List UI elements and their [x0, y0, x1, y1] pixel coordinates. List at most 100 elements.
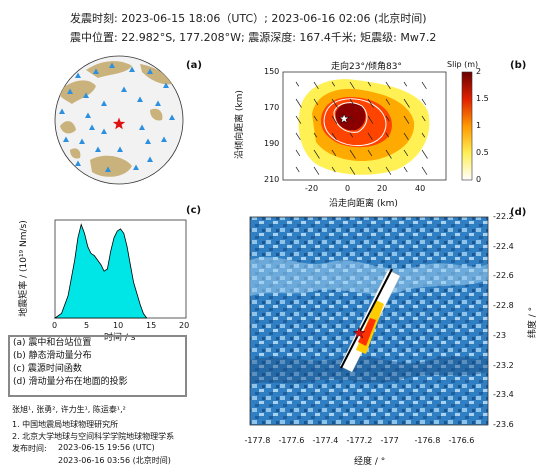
- stf-area: [53, 223, 148, 319]
- legend-item: (b) 静态滑动量分布: [13, 351, 92, 361]
- slip-title: 走向23°/倾角83°: [331, 62, 402, 72]
- slip-vector: [403, 132, 409, 140]
- stf-xtick: 5: [84, 321, 90, 330]
- station-triangle: [137, 96, 143, 102]
- station-triangle: [121, 86, 127, 92]
- map-xtick: -177.4: [312, 436, 339, 445]
- map-ytick: -22.8: [493, 301, 514, 311]
- affiliation-1: 1. 中国地震局地球物理研究所: [12, 420, 119, 429]
- slip-vector: [367, 149, 373, 157]
- map-ylabel: 纬度 / °: [528, 306, 539, 339]
- station-triangle: [155, 100, 161, 106]
- station-triangle: [109, 62, 115, 68]
- slip-contour: [333, 102, 368, 133]
- legend-item: (a) 震中和台站位置: [13, 338, 92, 348]
- legend-item: (c) 震源时间函数: [13, 364, 82, 374]
- panel-c-stf: [53, 219, 187, 319]
- map-ytick: -23: [493, 330, 507, 340]
- projected-slip-peak: [358, 318, 376, 346]
- slip-vector: [385, 81, 391, 89]
- slip-xtick: 0: [345, 184, 351, 193]
- slip-vector: [403, 98, 410, 108]
- land-mass: [60, 121, 76, 134]
- map-ytick: -22.4: [493, 241, 514, 251]
- colorbar-tick: 1: [476, 121, 482, 130]
- station-triangle: [133, 164, 139, 170]
- slip-vector: [331, 132, 337, 140]
- station-triangle: [117, 146, 123, 152]
- slip-vector: [295, 149, 301, 157]
- stf-xtick: 20: [179, 321, 190, 330]
- stf-ylabel: 地震矩率 / (10¹⁹ Nm/s): [18, 220, 29, 317]
- land-mass: [150, 108, 163, 121]
- slip-vector: [403, 166, 408, 173]
- panel-c-label: (c): [186, 205, 202, 216]
- station-triangle: [101, 100, 107, 106]
- slip-vector: [349, 166, 356, 175]
- slip-vector: [313, 149, 320, 159]
- station-triangle: [147, 68, 153, 74]
- stf-xtick: 10: [113, 321, 124, 330]
- slip-vector: [421, 132, 426, 138]
- slip-vector: [295, 115, 302, 124]
- slip-vector: [349, 149, 356, 159]
- slip-vector: [403, 115, 410, 124]
- panel-b-label: (b): [510, 60, 527, 71]
- origin-time-text: 发震时刻: 2023-06-15 18:06（UTC）; 2023-06-16 …: [70, 12, 427, 25]
- slip-vector: [295, 132, 301, 140]
- epicenter-star-map: [352, 326, 366, 339]
- map-shallow: [250, 257, 488, 296]
- slip-vector: [313, 132, 318, 138]
- land-mass: [70, 148, 81, 159]
- slip-vector: [331, 166, 336, 173]
- panel-d-map: [249, 216, 489, 426]
- slip-ylabel: 沿倾向距离 (km): [234, 90, 245, 159]
- slip-vector: [349, 115, 354, 122]
- slip-vectors: [295, 81, 428, 175]
- panel-d-label: (d): [510, 207, 527, 218]
- release-utc: 2023-06-15 19:56 (UTC): [58, 443, 155, 452]
- station-triangle: [75, 72, 81, 78]
- release-beijing: 2023-06-16 03:56 (北京时间): [58, 456, 171, 465]
- panel-a-globe: [54, 55, 184, 185]
- slip-vector: [385, 149, 392, 159]
- slip-xlabel: 沿走向距离 (km): [329, 199, 398, 209]
- station-triangle: [85, 112, 91, 118]
- station-triangle: [59, 108, 65, 114]
- slip-vector: [421, 98, 427, 106]
- slip-vector: [331, 98, 338, 108]
- slip-vector: [313, 81, 319, 89]
- slip-xtick: -20: [305, 184, 319, 193]
- slip-vector: [367, 166, 372, 173]
- stf-xlabel: 时间 / s: [104, 333, 136, 343]
- colorbar: [461, 71, 473, 181]
- slip-vector: [367, 115, 374, 124]
- station-triangle: [101, 128, 107, 134]
- station-triangle: [145, 138, 151, 144]
- station-triangle: [163, 82, 169, 88]
- station-triangle: [147, 156, 153, 162]
- hypocenter-text: 震中位置: 22.982°S, 177.208°W; 震源深度: 167.4千米…: [70, 31, 437, 44]
- colorbar-tick: 1.5: [476, 94, 489, 103]
- release-label: 发布时间:: [12, 444, 47, 453]
- legend-item: (d) 滑动量分布在地面的投影: [13, 377, 128, 387]
- station-triangle: [169, 114, 175, 120]
- slip-vector: [367, 98, 374, 108]
- map-xtick: -177.6: [278, 436, 305, 445]
- map-xtick: -176.8: [414, 436, 441, 445]
- slip-vector: [385, 98, 391, 106]
- slip-vector: [421, 115, 426, 122]
- slip-ytick: 150: [264, 67, 280, 76]
- slip-vector: [349, 81, 355, 89]
- station-triangle: [83, 92, 89, 98]
- station-triangle: [63, 136, 69, 142]
- station-triangle: [89, 124, 95, 130]
- authors: 张旭¹, 张勇², 许力生¹, 陈运泰¹,²: [12, 405, 126, 414]
- slip-vector: [349, 98, 355, 106]
- colorbar-tick: 0.5: [476, 148, 489, 157]
- panel-legend: (a) 震中和台站位置 (b) 静态滑动量分布 (c) 震源时间函数 (d) 滑…: [8, 335, 187, 397]
- slip-ytick: 190: [264, 139, 280, 148]
- hypocenter-star: [338, 113, 350, 124]
- slip-vector: [313, 166, 320, 175]
- slip-ytick: 210: [264, 175, 280, 184]
